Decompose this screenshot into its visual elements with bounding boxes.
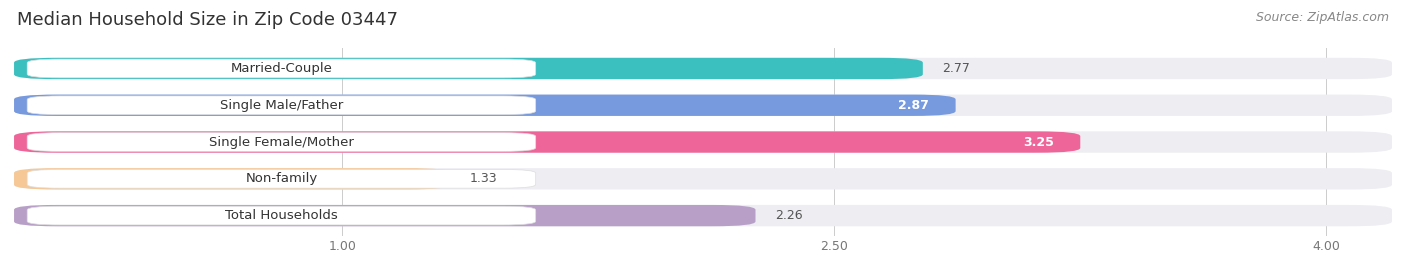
FancyBboxPatch shape bbox=[14, 168, 1392, 189]
FancyBboxPatch shape bbox=[14, 168, 450, 189]
FancyBboxPatch shape bbox=[14, 95, 956, 116]
FancyBboxPatch shape bbox=[14, 58, 922, 79]
Text: Source: ZipAtlas.com: Source: ZipAtlas.com bbox=[1256, 11, 1389, 24]
FancyBboxPatch shape bbox=[27, 169, 536, 188]
FancyBboxPatch shape bbox=[27, 96, 536, 115]
Text: 2.87: 2.87 bbox=[898, 99, 929, 112]
Text: 2.77: 2.77 bbox=[942, 62, 970, 75]
FancyBboxPatch shape bbox=[27, 206, 536, 225]
Text: 3.25: 3.25 bbox=[1024, 136, 1054, 148]
Text: Single Male/Father: Single Male/Father bbox=[219, 99, 343, 112]
FancyBboxPatch shape bbox=[14, 95, 1392, 116]
Text: Median Household Size in Zip Code 03447: Median Household Size in Zip Code 03447 bbox=[17, 11, 398, 29]
FancyBboxPatch shape bbox=[14, 131, 1392, 153]
FancyBboxPatch shape bbox=[27, 133, 536, 151]
FancyBboxPatch shape bbox=[27, 59, 536, 78]
FancyBboxPatch shape bbox=[14, 205, 1392, 226]
Text: Single Female/Mother: Single Female/Mother bbox=[209, 136, 354, 148]
FancyBboxPatch shape bbox=[14, 58, 1392, 79]
FancyBboxPatch shape bbox=[14, 205, 755, 226]
Text: Total Households: Total Households bbox=[225, 209, 337, 222]
Text: 1.33: 1.33 bbox=[470, 172, 498, 185]
Text: 2.26: 2.26 bbox=[775, 209, 803, 222]
Text: Non-family: Non-family bbox=[245, 172, 318, 185]
Text: Married-Couple: Married-Couple bbox=[231, 62, 332, 75]
FancyBboxPatch shape bbox=[14, 131, 1080, 153]
